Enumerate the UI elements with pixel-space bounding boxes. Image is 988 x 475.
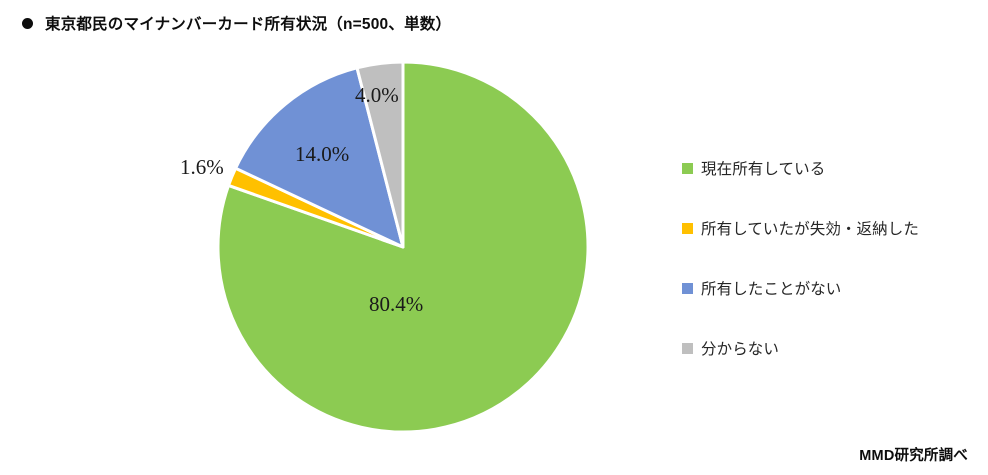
legend-swatch-icon	[682, 162, 693, 174]
legend-item-label: 所有したことがない	[701, 281, 842, 298]
legend-swatch-icon	[682, 222, 693, 234]
page-title-text: 東京都民のマイナンバーカード所有状況（n=500、単数）	[45, 16, 452, 33]
source-note: MMD研究所調べ	[859, 448, 968, 464]
legend-item-label: 現在所有している	[701, 161, 826, 178]
pie-slice[interactable]	[355, 60, 405, 249]
chart-legend: 現在所有している 所有していたが失効・返納した 所有したことがない 分からない	[682, 138, 972, 378]
page-title: 東京都民のマイナンバーカード所有状況（n=500、単数）	[22, 12, 451, 34]
legend-item-label: 所有していたが失効・返納した	[701, 221, 919, 238]
pie-slice[interactable]	[234, 66, 405, 249]
pie-slices	[216, 60, 590, 434]
legend-item-shoyu-nashi[interactable]: 所有したことがない	[682, 258, 972, 318]
legend-swatch-icon	[682, 342, 693, 354]
data-label-shoyu-nashi: 14.0%	[295, 142, 350, 166]
data-label-wakaranai: 4.0%	[355, 83, 399, 107]
data-label-shikko-hennou: 1.6%	[180, 155, 224, 179]
legend-item-wakaranai[interactable]: 分からない	[682, 318, 972, 378]
legend-item-label: 分からない	[701, 341, 780, 358]
legend-item-shikko-hennou[interactable]: 所有していたが失効・返納した	[682, 198, 972, 258]
legend-swatch-icon	[682, 282, 693, 294]
data-label-genzai-shoyu: 80.4%	[369, 292, 424, 316]
legend-item-genzai-shoyu[interactable]: 現在所有している	[682, 138, 972, 198]
bullet-dot-icon	[22, 17, 33, 29]
